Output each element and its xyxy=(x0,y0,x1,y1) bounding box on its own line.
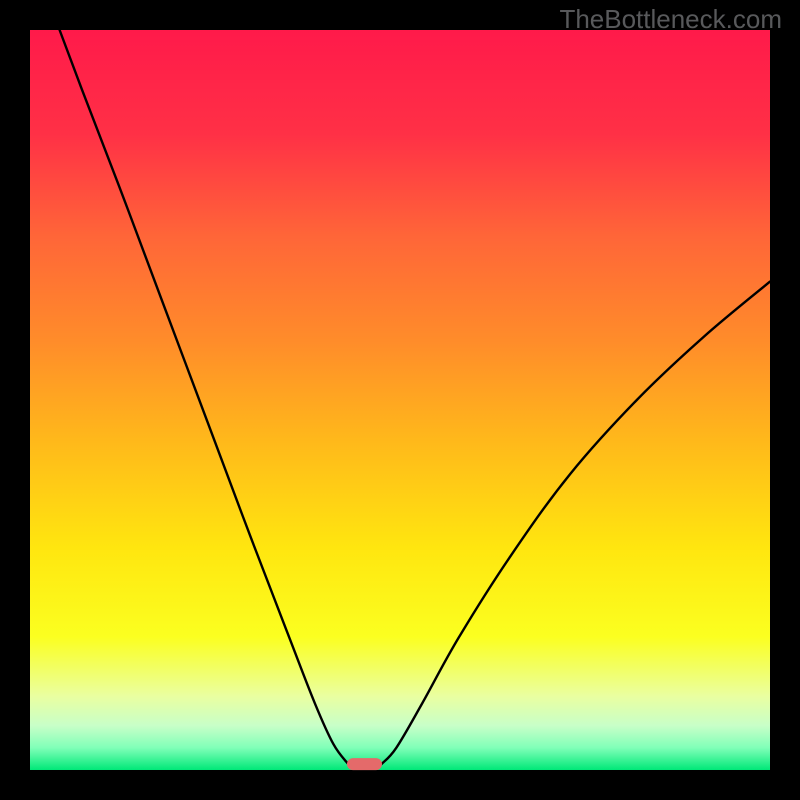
plot-area xyxy=(30,30,770,770)
chart-root: TheBottleneck.com xyxy=(0,0,800,800)
bottleneck-marker xyxy=(347,758,381,770)
curve-left-branch xyxy=(60,30,349,764)
curve-right-branch xyxy=(382,282,771,764)
curve-layer xyxy=(30,30,770,770)
watermark-text: TheBottleneck.com xyxy=(559,4,782,35)
